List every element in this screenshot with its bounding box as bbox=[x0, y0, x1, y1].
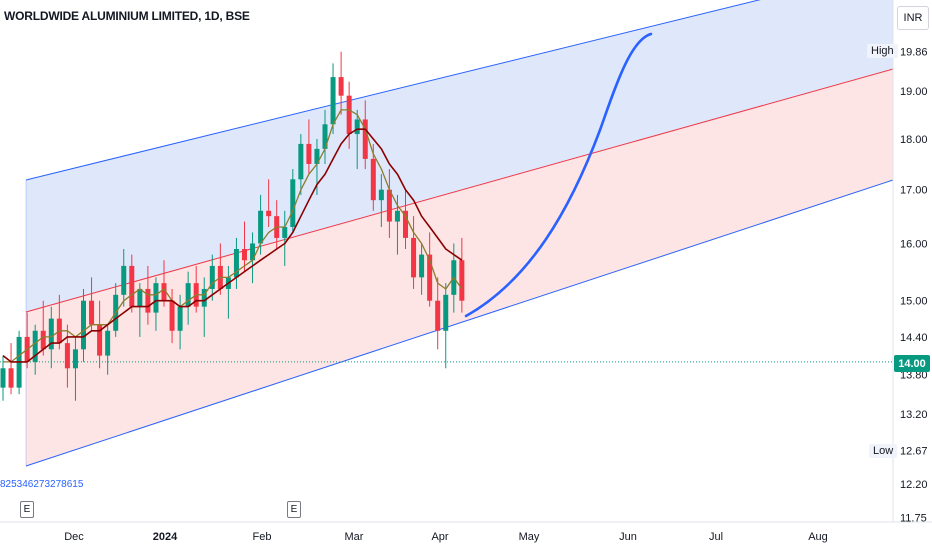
candle-body bbox=[394, 210, 400, 222]
candle-body bbox=[443, 294, 449, 331]
earnings-event-marker[interactable]: E bbox=[287, 501, 301, 518]
candle-body bbox=[40, 330, 46, 350]
candle-body bbox=[403, 210, 408, 238]
candle-body bbox=[411, 237, 417, 278]
candle-body bbox=[266, 210, 272, 217]
price-tick-label: 19.86 bbox=[900, 47, 928, 59]
time-tick-label: Feb bbox=[253, 531, 272, 543]
candle-body bbox=[250, 243, 256, 261]
candle-body bbox=[81, 300, 86, 350]
candle-body bbox=[435, 300, 441, 331]
time-tick-label: Mar bbox=[345, 531, 364, 543]
candle-body bbox=[258, 210, 264, 244]
price-tick-label: 12.67 bbox=[900, 445, 928, 457]
time-axis[interactable]: Dec 2024 Feb Mar Apr May Jun Jul Aug bbox=[0, 521, 932, 543]
last-price-tag: 14.00 bbox=[894, 355, 930, 372]
candle-body bbox=[346, 95, 352, 135]
candle-body bbox=[145, 288, 151, 313]
ma-slow-line bbox=[2, 128, 463, 363]
candle-body bbox=[354, 119, 360, 135]
time-tick-label: Jun bbox=[619, 531, 637, 543]
price-tick-label: 18.00 bbox=[900, 134, 928, 146]
channel-upper-line bbox=[25, 0, 761, 181]
candle-body bbox=[153, 283, 159, 313]
candle-body bbox=[370, 158, 376, 201]
candle-body bbox=[427, 254, 433, 301]
channel-mid-line bbox=[25, 68, 894, 313]
candle-body bbox=[386, 189, 392, 222]
channel-lower-line bbox=[25, 179, 894, 467]
candle-body bbox=[177, 306, 183, 331]
candle-body bbox=[161, 283, 167, 301]
candle-body bbox=[89, 300, 95, 325]
candle-body bbox=[0, 368, 6, 388]
candle-body bbox=[129, 265, 135, 307]
candle-body bbox=[306, 143, 312, 164]
candle-body bbox=[48, 318, 54, 350]
candle-body bbox=[185, 283, 191, 307]
candle-body bbox=[121, 265, 127, 295]
price-tick-label: 13.20 bbox=[900, 409, 928, 421]
candle-body bbox=[330, 77, 336, 125]
candle-body bbox=[137, 288, 143, 307]
time-tick-label: Jul bbox=[709, 531, 723, 543]
time-tick-label: Aug bbox=[808, 531, 828, 543]
projection-curve[interactable] bbox=[464, 32, 653, 318]
regression-channel bbox=[25, 0, 894, 467]
candle-body bbox=[209, 265, 215, 289]
price-tick-label: 17.00 bbox=[900, 185, 928, 197]
high-label: High bbox=[867, 44, 898, 58]
projection-path bbox=[464, 32, 653, 318]
time-tick-label: 2024 bbox=[153, 531, 178, 543]
time-tick-label: May bbox=[519, 531, 540, 543]
currency-selector[interactable]: INR bbox=[897, 6, 929, 30]
time-tick-label: Dec bbox=[64, 531, 84, 543]
candle-body bbox=[290, 179, 296, 227]
candle-body bbox=[32, 330, 38, 362]
price-tick-label: 15.00 bbox=[900, 296, 928, 308]
candle-body bbox=[72, 349, 78, 369]
candle-body bbox=[8, 368, 14, 388]
overlay-number: 825346273278615 bbox=[0, 479, 84, 490]
price-tick-label: 12.20 bbox=[900, 479, 928, 491]
price-tick-label: 14.40 bbox=[900, 332, 928, 344]
price-tick-label: 11.75 bbox=[900, 512, 927, 524]
candle-body bbox=[282, 226, 288, 238]
candle-body bbox=[314, 148, 320, 164]
candle-body bbox=[459, 260, 465, 301]
candle-body bbox=[362, 119, 368, 159]
candle-body bbox=[233, 249, 239, 278]
candle-body bbox=[64, 343, 70, 369]
chart-title: WORLDWIDE ALUMINIUM LIMITED, 1D, BSE bbox=[4, 9, 250, 23]
candle-body bbox=[322, 124, 328, 149]
candle-body bbox=[201, 288, 207, 307]
candle-body bbox=[419, 254, 425, 278]
price-axis[interactable]: 20.8019.8619.0018.0017.0016.0015.0014.40… bbox=[892, 0, 932, 550]
moving-averages bbox=[2, 109, 463, 363]
candle-body bbox=[97, 324, 103, 356]
price-tick-label: 13.80 bbox=[900, 370, 928, 382]
candle-body bbox=[378, 189, 384, 201]
candle-body bbox=[338, 77, 344, 96]
candle-body bbox=[242, 249, 247, 261]
earnings-event-marker[interactable]: E bbox=[20, 501, 34, 518]
time-tick-label: Apr bbox=[431, 531, 448, 543]
price-tick-label: 19.00 bbox=[900, 86, 928, 98]
candle-body bbox=[169, 300, 175, 331]
price-tick-label: 16.00 bbox=[900, 238, 928, 250]
ma-fast-line bbox=[3, 109, 463, 363]
candle-body bbox=[105, 330, 111, 356]
low-label: Low bbox=[869, 444, 898, 458]
price-axis-bg bbox=[893, 0, 932, 550]
candle-body bbox=[298, 143, 304, 180]
channel-upper-fill bbox=[26, 0, 893, 312]
